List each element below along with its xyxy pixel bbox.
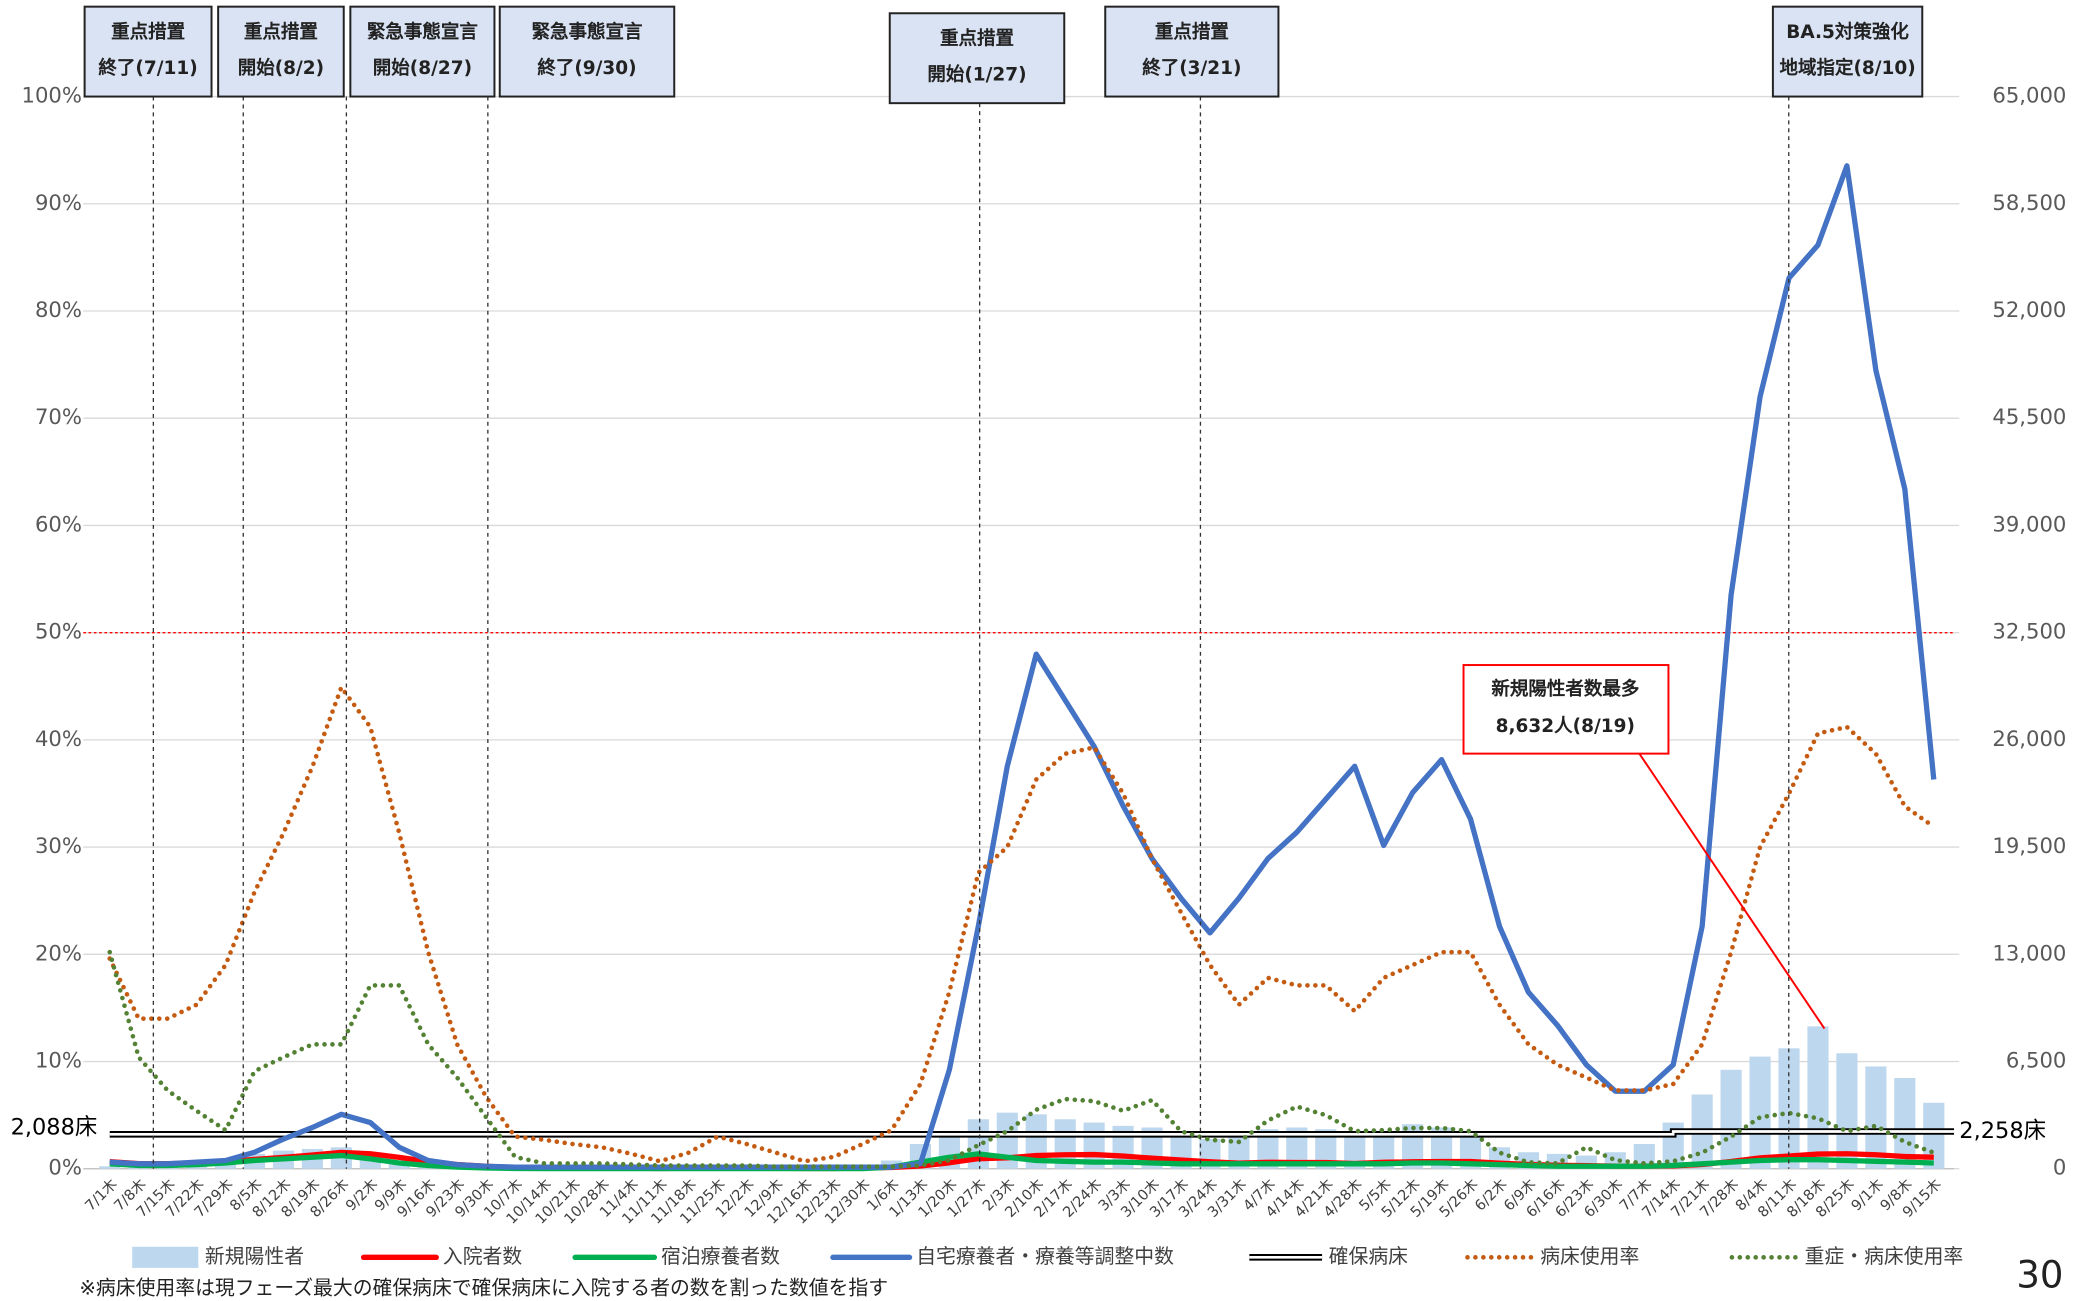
bar [1778, 1048, 1800, 1169]
event-box [349, 5, 496, 98]
event-label: 開始(1/27) [927, 63, 1026, 85]
bar [1749, 1056, 1771, 1169]
event-box [888, 12, 1066, 105]
y2-tick-label: 32,500 [1992, 619, 2066, 644]
bar [1923, 1102, 1945, 1169]
event-label: 開始(8/2) [238, 57, 324, 79]
event-box [217, 5, 345, 98]
y-tick-label: 70% [35, 404, 82, 429]
y-tick-label: 0% [48, 1155, 82, 1180]
event-label: 重点措置 [111, 21, 185, 43]
event-label: 緊急事態宣言 [367, 21, 478, 43]
event-label: BA.5対策強化 [1786, 21, 1909, 43]
y2-tick-label: 6,500 [2006, 1048, 2067, 1073]
y2-tick-label: 52,000 [1992, 297, 2066, 322]
line [109, 1151, 1934, 1172]
event-label: 終了(9/30) [537, 57, 636, 79]
bar [1807, 1026, 1829, 1169]
bar [99, 1166, 121, 1169]
callout-label: 8,632人(8/19) [1496, 715, 1635, 737]
y-tick-label: 30% [35, 833, 82, 858]
event-label: 重点措置 [1155, 21, 1229, 43]
event-box [498, 5, 676, 98]
y-tick-label: 90% [35, 190, 82, 215]
bar [1344, 1134, 1366, 1169]
bar [1315, 1129, 1337, 1169]
y2-tick-label: 58,500 [1992, 190, 2066, 215]
event-box [1771, 5, 1924, 98]
event-box [1104, 5, 1280, 98]
y-tick-label: 100% [22, 83, 82, 108]
legend-label: 自宅療養者・療養等調整中数 [916, 1245, 1174, 1268]
legend-label: 重症・病床使用率 [1805, 1245, 1964, 1268]
bar [1894, 1078, 1916, 1169]
event-label: 終了(3/21) [1142, 57, 1241, 79]
y-tick-label: 50% [35, 619, 82, 644]
bar [1257, 1129, 1279, 1169]
y-tick-label: 60% [35, 511, 82, 536]
y2-tick-label: 45,500 [1992, 404, 2066, 429]
event-label: 終了(7/11) [98, 57, 197, 79]
y-tick-label: 10% [35, 1048, 82, 1073]
capacity-line-inner [109, 1130, 1955, 1136]
y-tick-label: 40% [35, 726, 82, 751]
event-label: 重点措置 [244, 21, 318, 43]
capacity-label: 2,258床 [1959, 1118, 2046, 1144]
event-label: 緊急事態宣言 [531, 21, 642, 43]
callout-box [1462, 664, 1670, 755]
dotted-line [107, 949, 1937, 1169]
y2-tick-label: 0 [2053, 1155, 2066, 1180]
y-tick-label: 20% [35, 940, 82, 965]
callout-label: 新規陽性者数最多 [1491, 678, 1639, 700]
event-box [83, 5, 213, 98]
capacity-label: 2,088床 [11, 1114, 98, 1140]
legend-label: 新規陽性者 [205, 1245, 304, 1268]
event-label: 重点措置 [940, 28, 1014, 50]
legend-label: 入院者数 [443, 1245, 522, 1268]
y-tick-label: 80% [35, 297, 82, 322]
legend-label: 宿泊療養者数 [661, 1245, 780, 1268]
legend-label: 確保病床 [1329, 1245, 1408, 1268]
event-label: 開始(8/27) [373, 57, 472, 79]
y2-tick-label: 13,000 [1992, 940, 2066, 965]
dotted-line [107, 682, 1937, 1164]
bar [1836, 1053, 1858, 1169]
page-number: 30 [2016, 1254, 2063, 1297]
y2-tick-label: 39,000 [1992, 511, 2066, 536]
y2-tick-label: 19,500 [1992, 833, 2066, 858]
y2-tick-label: 65,000 [1992, 83, 2066, 108]
event-label: 地域指定(8/10) [1779, 57, 1915, 79]
line [109, 163, 1937, 1170]
legend-swatch [132, 1246, 199, 1268]
footnote: ※病床使用率は現フェーズ最大の確保病床で確保病床に入院する者の数を割った数値を指… [79, 1277, 888, 1300]
legend-label: 病床使用率 [1540, 1245, 1639, 1268]
callout-pointer [1638, 753, 1826, 1030]
y2-tick-label: 26,000 [1992, 726, 2066, 751]
bar [1431, 1127, 1453, 1169]
bar [1865, 1066, 1887, 1169]
bar [1720, 1069, 1742, 1169]
bar [1286, 1127, 1308, 1169]
